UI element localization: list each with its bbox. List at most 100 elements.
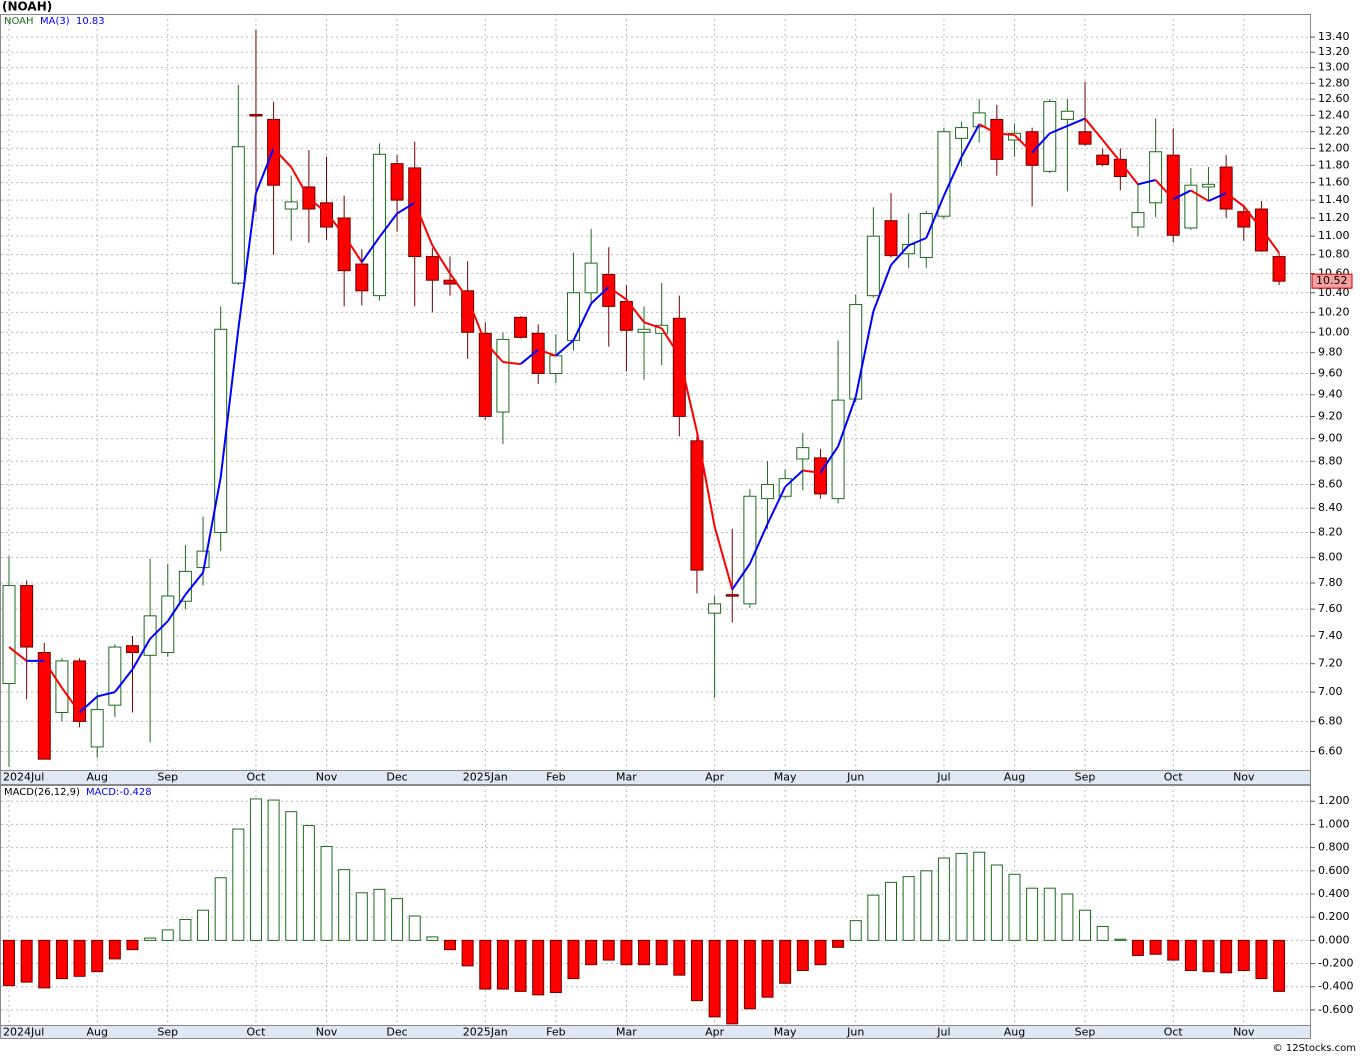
macd-bar	[1237, 939, 1250, 972]
ma-segment	[890, 244, 910, 266]
legend-label: MACD:-0.428	[86, 787, 152, 798]
y-tick-label: 12.00	[1318, 141, 1350, 154]
x-tick-label: Aug	[86, 771, 107, 784]
y-tick-label: 10.80	[1318, 248, 1350, 261]
candle-body	[637, 328, 651, 333]
macd-bar	[38, 939, 51, 989]
y-tick-label: 0.800	[1318, 841, 1350, 854]
macd-bar	[920, 870, 933, 941]
y-tick-label: 9.40	[1318, 388, 1343, 401]
x-tick-label: Sep	[1075, 771, 1096, 784]
ma-segment	[537, 348, 557, 357]
x-tick-label: Jun	[846, 771, 864, 784]
ma-segment	[343, 234, 363, 263]
y-tick-label: 8.40	[1318, 501, 1343, 514]
macd-bar	[937, 857, 950, 941]
macd-bar	[444, 939, 456, 951]
candle-body	[90, 709, 104, 748]
ma-segment	[360, 236, 381, 263]
y-tick-label: 11.40	[1318, 193, 1350, 206]
ma-segment	[466, 298, 487, 343]
y-tick-label: 9.60	[1318, 366, 1343, 379]
ma-segment	[255, 148, 275, 194]
candle-body	[320, 202, 334, 228]
candle-body	[1043, 101, 1057, 172]
x-tick-label: Jul	[936, 1026, 950, 1039]
ma-segment	[643, 321, 663, 330]
ma-segment	[1031, 132, 1051, 154]
ma-segment	[1208, 192, 1227, 202]
ma-segment	[1154, 179, 1174, 200]
macd-bar	[796, 939, 809, 972]
macd-bar	[1202, 939, 1215, 973]
ma-segment	[625, 298, 645, 323]
ma-segment	[908, 237, 927, 247]
x-tick-label: Sep	[157, 1026, 178, 1039]
ma-segment	[449, 272, 469, 300]
macd-bar	[849, 920, 862, 941]
candle-body	[178, 570, 192, 602]
macd-bar	[408, 915, 421, 941]
candle-body	[1096, 154, 1110, 165]
ma-segment	[731, 563, 751, 591]
date-band	[0, 770, 1311, 785]
ma-segment	[131, 638, 151, 670]
macd-bar	[214, 877, 227, 941]
ma-segment	[978, 123, 998, 135]
candle-body	[231, 146, 245, 284]
ma-segment	[325, 211, 345, 236]
ma-segment	[1013, 134, 1033, 154]
candle-body	[972, 112, 986, 128]
x-tick-label: May	[774, 771, 797, 784]
y-tick-label: 11.80	[1318, 158, 1350, 171]
ma-segment	[61, 687, 81, 714]
x-tick-label: Feb	[546, 1026, 565, 1039]
y-tick-label: 10.00	[1318, 325, 1350, 338]
ma-segment	[8, 646, 28, 662]
ma-segment	[660, 327, 681, 357]
y-tick-label: 6.80	[1318, 714, 1343, 727]
y-tick-label: 13.00	[1318, 61, 1350, 74]
ma-segment	[784, 469, 804, 488]
y-tick-label: 11.20	[1318, 211, 1350, 224]
macd-bar	[320, 845, 333, 941]
candle-body	[761, 483, 775, 500]
ma-segment	[290, 166, 310, 199]
ma-segment	[837, 396, 857, 447]
macd-bar	[638, 939, 651, 966]
ma-segment	[608, 286, 627, 301]
macd-bar	[1149, 939, 1162, 955]
ma-segment	[237, 192, 257, 330]
candle-body	[1078, 131, 1092, 145]
macd-bar	[690, 939, 703, 1002]
y-tick-label: 0.400	[1318, 887, 1350, 900]
macd-bar	[655, 939, 668, 966]
ma-segment	[396, 201, 416, 215]
y-tick-label: 1.200	[1318, 794, 1350, 807]
candle-body	[478, 332, 492, 417]
macd-bar	[1096, 925, 1109, 941]
candle-body	[73, 660, 87, 722]
candle-body	[1060, 110, 1074, 120]
macd-bar	[1008, 873, 1021, 941]
y-tick-label: 1.000	[1318, 817, 1350, 830]
candle-body	[249, 113, 263, 117]
macd-bar	[126, 939, 139, 951]
candle-body	[1202, 183, 1216, 188]
x-tick-label: Aug	[1004, 1026, 1025, 1039]
macd-bar	[955, 852, 968, 941]
ma-segment	[1260, 228, 1280, 254]
candle-body	[390, 163, 404, 201]
legend-label: MA(3)	[40, 16, 70, 27]
y-tick-label: 0.000	[1318, 933, 1350, 946]
macd-bar	[832, 939, 845, 948]
y-tick-label: 8.60	[1318, 477, 1343, 490]
macd-bar	[461, 939, 474, 967]
macd-bar	[885, 881, 897, 941]
ma-segment	[114, 668, 134, 693]
ma-segment	[519, 348, 539, 365]
x-tick-label: Sep	[1075, 1026, 1096, 1039]
y-tick-label: -0.600	[1318, 1003, 1353, 1016]
y-tick-label: 7.00	[1318, 685, 1343, 698]
y-tick-label: 12.80	[1318, 76, 1350, 89]
